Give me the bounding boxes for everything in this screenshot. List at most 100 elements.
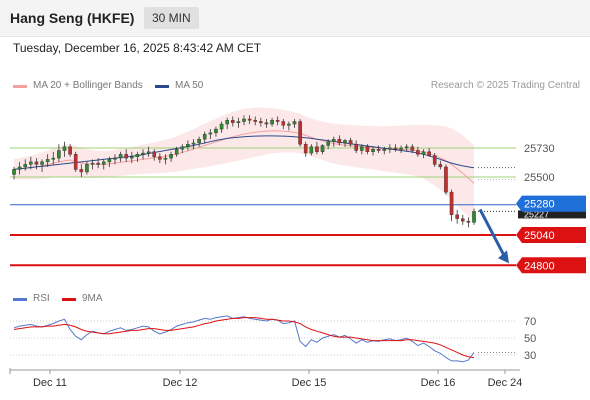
x-tick-label: Dec 16 — [421, 377, 456, 389]
level-tag-support: 25040 — [516, 227, 586, 244]
candle-body — [376, 149, 381, 151]
candle-body — [34, 161, 39, 165]
candle-body — [208, 132, 213, 135]
level-tag-pivot-top-text: 25280 — [524, 199, 555, 211]
candle-body — [242, 118, 246, 122]
candle-body — [354, 144, 358, 151]
candle-body — [432, 155, 437, 165]
candle-body — [152, 151, 157, 158]
candle-body — [236, 121, 241, 123]
candle-body — [472, 211, 476, 223]
forecast-arrow-shaft — [478, 208, 507, 258]
candle-body — [90, 162, 95, 165]
rsi-tick-label: 30 — [524, 350, 536, 362]
candle-body — [393, 147, 398, 150]
bollinger-band — [14, 107, 474, 222]
ma20-line — [13, 130, 475, 184]
level-tag-support-shape — [516, 257, 586, 274]
candle-body — [309, 146, 314, 154]
candle-body — [281, 121, 286, 126]
x-tick-label: Dec 24 — [488, 377, 523, 389]
candle-body — [225, 120, 229, 125]
candle-body — [174, 149, 179, 155]
bb-legend-label: MA 20 + Bollinger Bands — [33, 80, 143, 91]
candle-body — [17, 166, 22, 170]
level-label-resistance: 25500 — [524, 172, 555, 184]
candle-body — [303, 144, 308, 154]
rsi-ma-legend-swatch — [62, 298, 76, 301]
candle-body — [404, 146, 409, 149]
candle-body — [298, 121, 302, 145]
candle-body — [320, 145, 325, 152]
candle-body — [62, 146, 67, 151]
candle-body — [23, 164, 28, 168]
candle-body — [68, 146, 72, 155]
candle-body — [270, 120, 274, 125]
rsi-ma-line — [13, 317, 475, 359]
candle-body — [444, 166, 448, 193]
bb-legend-swatch — [13, 85, 27, 88]
credit-label: Research © 2025 Trading Central — [430, 80, 580, 91]
candle-body — [79, 169, 84, 173]
level-label-resistance: 25730 — [524, 143, 555, 155]
candle-body — [146, 151, 151, 154]
candle-body — [169, 154, 173, 159]
candle-body — [449, 191, 454, 216]
x-tick-label: Dec 12 — [163, 377, 198, 389]
candle-body — [163, 157, 168, 160]
candle-body — [51, 157, 56, 160]
candle-body — [421, 151, 426, 155]
candle-body — [259, 121, 263, 123]
candle-body — [360, 146, 364, 151]
rsi-tick-label: 50 — [524, 333, 536, 345]
datetime-label: Tuesday, December 16, 2025 8:43:42 AM CE… — [13, 41, 262, 55]
forecast-arrow-head — [498, 250, 509, 264]
last-price-text: 25227 — [524, 209, 549, 219]
candle-body — [40, 161, 44, 165]
timeframe-badge[interactable]: 30 MIN — [144, 7, 199, 29]
candle-body — [214, 128, 218, 134]
candle-body — [118, 154, 123, 159]
candle-body — [416, 150, 420, 155]
candle-body — [455, 214, 459, 219]
candle-body — [399, 147, 403, 150]
candle-body — [202, 133, 207, 140]
candle-body — [197, 138, 201, 144]
candle-body — [438, 164, 443, 168]
candle-body — [253, 120, 258, 122]
candle-body — [113, 157, 117, 160]
candle-body — [264, 122, 269, 125]
candle-body — [73, 154, 78, 170]
candle-body — [124, 154, 128, 159]
candle-body — [343, 140, 347, 144]
candle-body — [388, 147, 392, 150]
candle-body — [365, 146, 370, 152]
candle-body — [331, 138, 336, 142]
candle-body — [12, 169, 16, 175]
candle-body — [230, 120, 235, 123]
instrument-title: Hang Seng (HKFE) — [10, 10, 135, 26]
candle-body — [292, 121, 297, 125]
last-price-tag — [518, 210, 586, 219]
rsi-legend-label: RSI — [33, 293, 50, 304]
candle-body — [371, 149, 375, 152]
rsi-tick-label: 70 — [524, 316, 536, 328]
candle-body — [135, 154, 140, 158]
candle-body — [466, 220, 471, 223]
candle-body — [101, 161, 106, 165]
candle-body — [186, 144, 190, 147]
candle-body — [337, 138, 342, 144]
level-tag-support-text: 24800 — [524, 260, 555, 272]
candle-body — [275, 120, 280, 122]
level-tag-pivot-top-shape — [516, 195, 586, 212]
candles — [12, 115, 476, 228]
candle-body — [247, 118, 252, 121]
level-tag-support-text: 25040 — [524, 230, 555, 242]
x-tick-label: Dec 15 — [292, 377, 327, 389]
candle-body — [460, 218, 465, 222]
level-tag-support: 24800 — [516, 257, 586, 274]
ma50-legend-label: MA 50 — [175, 80, 204, 91]
candle-body — [85, 164, 89, 173]
level-tag-pivot-top: 25280 — [516, 195, 586, 212]
